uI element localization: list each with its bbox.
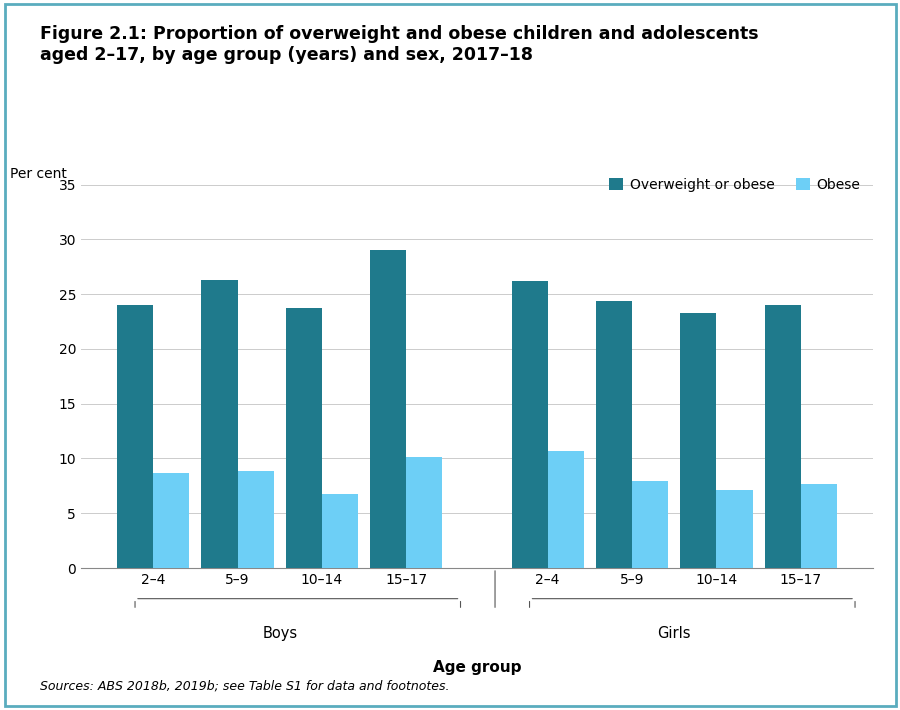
Text: Sources: ABS 2018b, 2019b; see Table S1 for data and footnotes.: Sources: ABS 2018b, 2019b; see Table S1 … [40,679,450,692]
Bar [117,305,153,568]
Bar [596,301,632,568]
Text: Figure 2.1: Proportion of overweight and obese children and adolescents
aged 2–1: Figure 2.1: Proportion of overweight and… [40,25,759,64]
Bar [547,451,583,568]
Text: Age group: Age group [433,660,521,675]
Bar [286,308,322,568]
Bar [716,490,752,568]
Bar [322,493,358,568]
Text: Boys: Boys [262,626,297,640]
Bar [202,280,238,568]
Bar [153,473,189,568]
Bar [765,305,801,568]
Text: Per cent: Per cent [10,167,67,181]
Bar [680,313,716,568]
Text: Girls: Girls [658,626,691,640]
Bar [801,484,837,568]
Bar [632,481,668,568]
Legend: Overweight or obese, Obese: Overweight or obese, Obese [604,173,866,197]
Bar [238,471,274,568]
Bar [511,281,547,568]
Bar [371,251,407,568]
Bar [407,457,443,568]
